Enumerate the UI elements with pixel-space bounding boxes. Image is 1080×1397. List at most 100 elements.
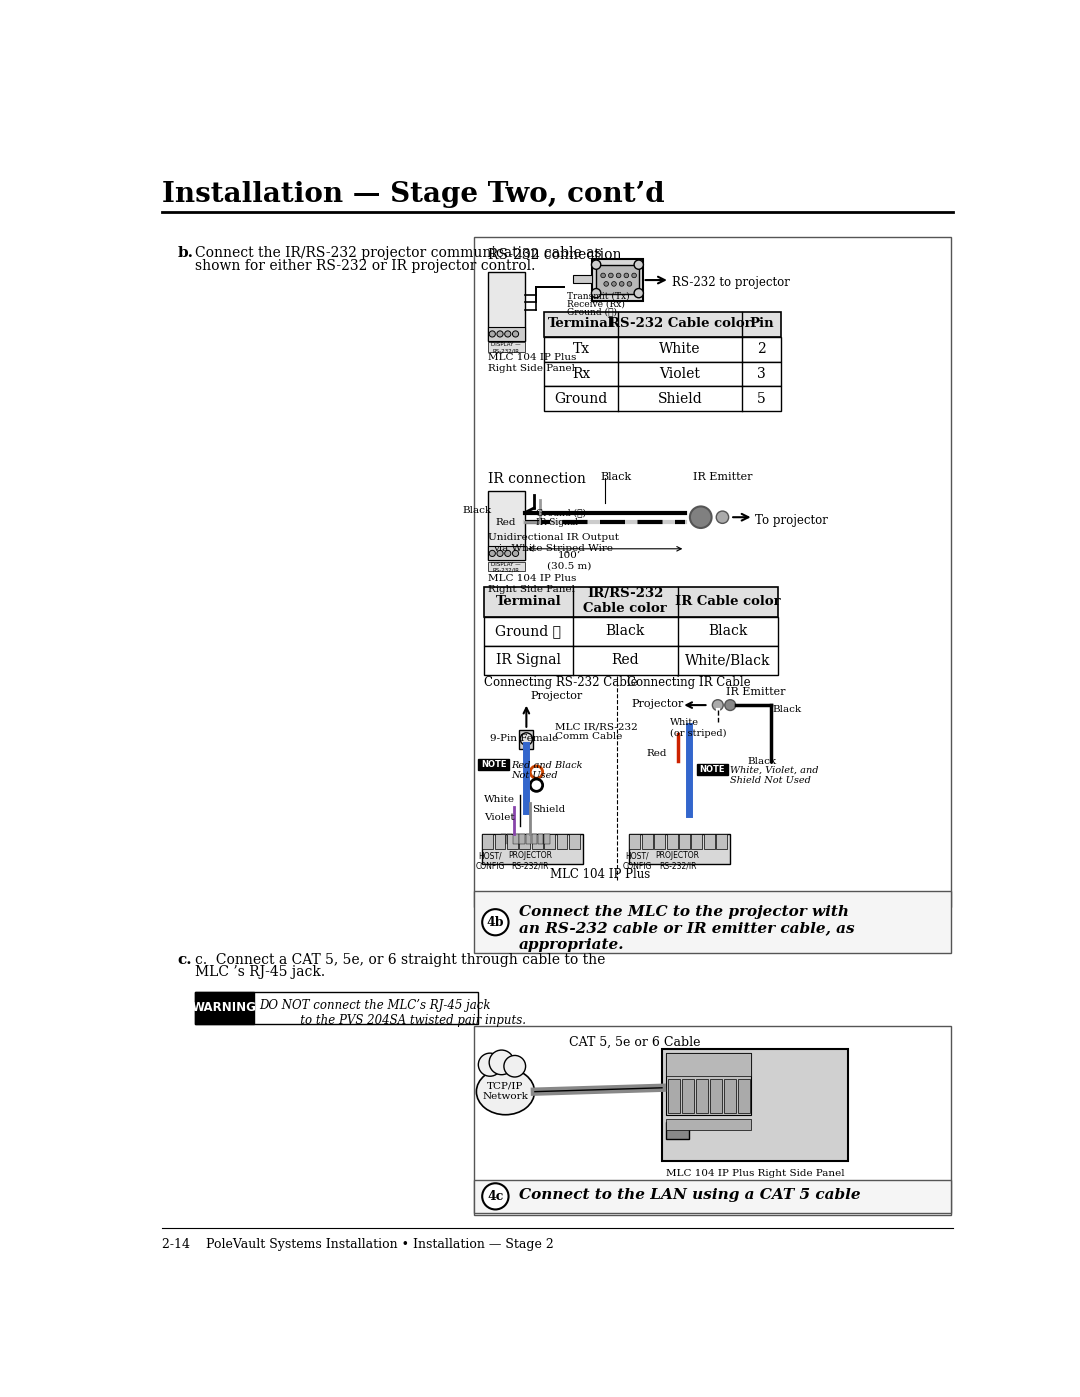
Text: Black: Black [600,472,631,482]
Text: 100’
(30.5 m): 100’ (30.5 m) [546,550,591,570]
Text: IR Emitter: IR Emitter [726,687,785,697]
Text: Tx: Tx [572,342,590,356]
Ellipse shape [476,1069,535,1115]
Bar [544,834,555,849]
Bar [488,327,525,341]
Text: IR/RS-232
Cable color: IR/RS-232 Cable color [583,587,667,615]
Bar [704,834,715,849]
Bar [495,834,505,849]
Bar [544,834,550,844]
Circle shape [619,282,624,286]
Bar [488,271,525,341]
Bar [195,992,254,1024]
Circle shape [617,274,621,278]
Circle shape [632,274,636,278]
Circle shape [624,274,629,278]
Bar [519,834,525,844]
Text: Ground ⏚: Ground ⏚ [496,624,562,638]
Bar [531,834,542,849]
Circle shape [627,282,632,286]
Text: HOST/
CONFIG: HOST/ CONFIG [475,851,504,870]
Text: DISPLAY —
RS-232/IR: DISPLAY — RS-232/IR [491,562,521,573]
Bar [501,834,507,844]
Bar [679,834,690,849]
Circle shape [478,1053,501,1076]
Bar [697,764,728,775]
Circle shape [611,282,617,286]
Circle shape [497,550,503,556]
Text: 4b: 4b [487,916,504,929]
Circle shape [634,289,644,298]
Text: White
(or striped): White (or striped) [670,718,726,738]
Text: RS-232 connection: RS-232 connection [488,249,621,263]
Bar [531,834,537,844]
Bar [526,834,531,844]
Text: MLC 104 IP Plus
Right Side Panel: MLC 104 IP Plus Right Side Panel [488,574,576,594]
Text: MLC 104 IP Plus
Right Side Panel: MLC 104 IP Plus Right Side Panel [488,353,576,373]
Text: HOST/
CONFIG: HOST/ CONFIG [622,851,652,870]
Text: TCP/IP
Network: TCP/IP Network [483,1081,528,1101]
Circle shape [482,909,509,936]
Circle shape [713,700,724,711]
Bar [669,1078,679,1113]
Text: Red and Black
Not Used: Red and Black Not Used [512,760,583,780]
Bar [666,1119,751,1130]
Text: RS-232 Cable color: RS-232 Cable color [608,317,751,331]
Text: IR Signal: IR Signal [496,654,561,668]
Text: Black: Black [747,757,777,766]
Text: MLC IR/RS-232
Comm Cable: MLC IR/RS-232 Comm Cable [555,722,638,742]
Bar [654,834,665,849]
Bar [488,562,525,571]
Bar [538,834,543,844]
Circle shape [512,550,518,556]
Bar [569,834,580,849]
Bar [478,759,510,770]
Bar [544,387,781,411]
Text: Black: Black [708,624,747,638]
Bar [513,834,518,844]
Bar [666,1053,751,1115]
Text: Shield: Shield [658,391,702,405]
Text: Projector: Projector [631,698,684,708]
Circle shape [725,700,735,711]
Bar [488,342,525,352]
Text: Violet: Violet [660,367,700,381]
Circle shape [690,507,712,528]
Bar [662,1049,848,1161]
Text: Shield: Shield [532,805,566,814]
Bar [691,834,702,849]
Bar [544,313,781,337]
Bar [710,1078,721,1113]
Bar [507,834,517,849]
Bar [474,891,951,953]
Text: 5: 5 [757,391,766,405]
Text: Connecting IR Cable: Connecting IR Cable [627,676,751,689]
Text: Rx: Rx [572,367,590,381]
Text: shown for either RS-232 or IR projector control.: shown for either RS-232 or IR projector … [195,258,536,272]
Text: Terminal: Terminal [496,595,562,608]
Bar [195,992,478,1024]
Circle shape [489,331,496,337]
Circle shape [600,274,606,278]
Text: 3: 3 [757,367,766,381]
Text: Connect the MLC to the projector with
an RS-232 cable or IR emitter cable, as
ap: Connect the MLC to the projector with an… [518,905,854,951]
Bar [642,834,652,849]
Bar [738,1078,750,1113]
Bar [482,834,583,865]
Text: 2-14    PoleVault Systems Installation • Installation — Stage 2: 2-14 PoleVault Systems Installation • In… [162,1238,554,1250]
Text: 9-Pin Female: 9-Pin Female [490,733,558,743]
Text: 2: 2 [757,342,766,356]
Circle shape [592,260,600,270]
Bar [484,645,779,675]
Bar [666,1053,751,1076]
Text: IR Emitter: IR Emitter [693,472,753,482]
Bar [482,834,494,849]
Text: White, Violet, and
Shield Not Used: White, Violet, and Shield Not Used [730,766,819,785]
Circle shape [489,550,496,556]
Text: c.  Connect a CAT 5, 5e, or 6 straight through cable to the: c. Connect a CAT 5, 5e, or 6 straight th… [195,953,606,967]
Bar [519,729,534,749]
Text: Connect to the LAN using a CAT 5 cable: Connect to the LAN using a CAT 5 cable [518,1187,861,1201]
Text: PROJECTOR
RS-232/IR: PROJECTOR RS-232/IR [656,851,700,870]
Text: Receive (Rx): Receive (Rx) [567,299,625,309]
Text: Black: Black [772,705,801,714]
